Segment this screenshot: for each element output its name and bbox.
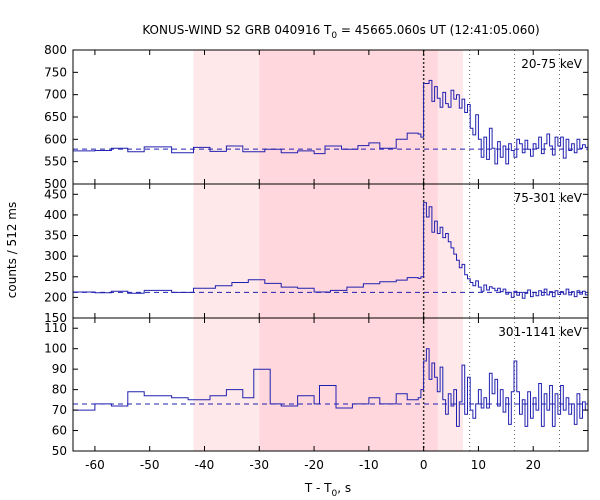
y-tick-label: 110 [44,321,67,335]
energy-band-label: 301-1141 keV [498,325,582,339]
y-tick-label: 450 [44,187,67,201]
y-tick-label: 600 [44,132,67,146]
y-tick-label: 90 [52,362,67,376]
shaded-interval [193,50,260,184]
light-curve-series [73,202,588,299]
energy-band-label: 20-75 keV [521,57,583,71]
y-tick-label: 60 [52,424,67,438]
light-curve-series [73,348,588,427]
x-tick-label: 0 [420,458,428,472]
panel-1: 500 550 600 650 700 750 800 20-75 keV [44,43,589,191]
y-tick-label: 700 [44,88,67,102]
y-tick-label: 500 [44,177,67,191]
y-tick-label: 70 [52,403,67,417]
shaded-interval [259,318,438,451]
shaded-interval [437,50,464,184]
y-tick-label: 750 [44,65,67,79]
x-tick-label: -20 [304,458,324,472]
x-tick-label: -50 [140,458,160,472]
panel-frame [72,317,589,452]
shaded-interval [437,184,464,318]
panel-3: 50 60 70 80 90 100 110 301-1141 keV [44,317,589,458]
shaded-interval [193,184,260,318]
x-tick-label: -30 [249,458,269,472]
x-tick-label: -10 [359,458,379,472]
shaded-interval [259,184,438,318]
y-tick-label: 800 [44,43,67,57]
y-tick-label: 100 [44,342,67,356]
light-curve-series [73,79,588,165]
shaded-interval [259,50,438,184]
chart-title: KONUS-WIND S2 GRB 040916 T0 = 45665.060s… [142,23,539,41]
y-tick-label: 300 [44,249,67,263]
panel-2: 150 200 250 300 350 400 450 75-301 keV [44,183,589,325]
y-tick-label: 250 [44,270,67,284]
energy-band-label: 75-301 keV [514,191,583,205]
y-tick-label: 80 [52,383,67,397]
shaded-interval [193,318,260,451]
y-tick-label: 200 [44,290,67,304]
shaded-interval [437,318,464,451]
y-tick-label: 150 [44,311,67,325]
x-tick-label: -40 [195,458,215,472]
x-tick-label: -60 [85,458,105,472]
y-tick-label: 550 [44,155,67,169]
y-tick-label: 50 [52,444,67,458]
x-tick-label: 20 [526,458,541,472]
y-axis-label: counts / 512 ms [5,202,19,298]
x-tick-label: 10 [471,458,486,472]
y-tick-label: 400 [44,208,67,222]
x-axis-label: T - T0, s [304,481,351,499]
y-tick-label: 650 [44,110,67,124]
y-tick-label: 350 [44,229,67,243]
